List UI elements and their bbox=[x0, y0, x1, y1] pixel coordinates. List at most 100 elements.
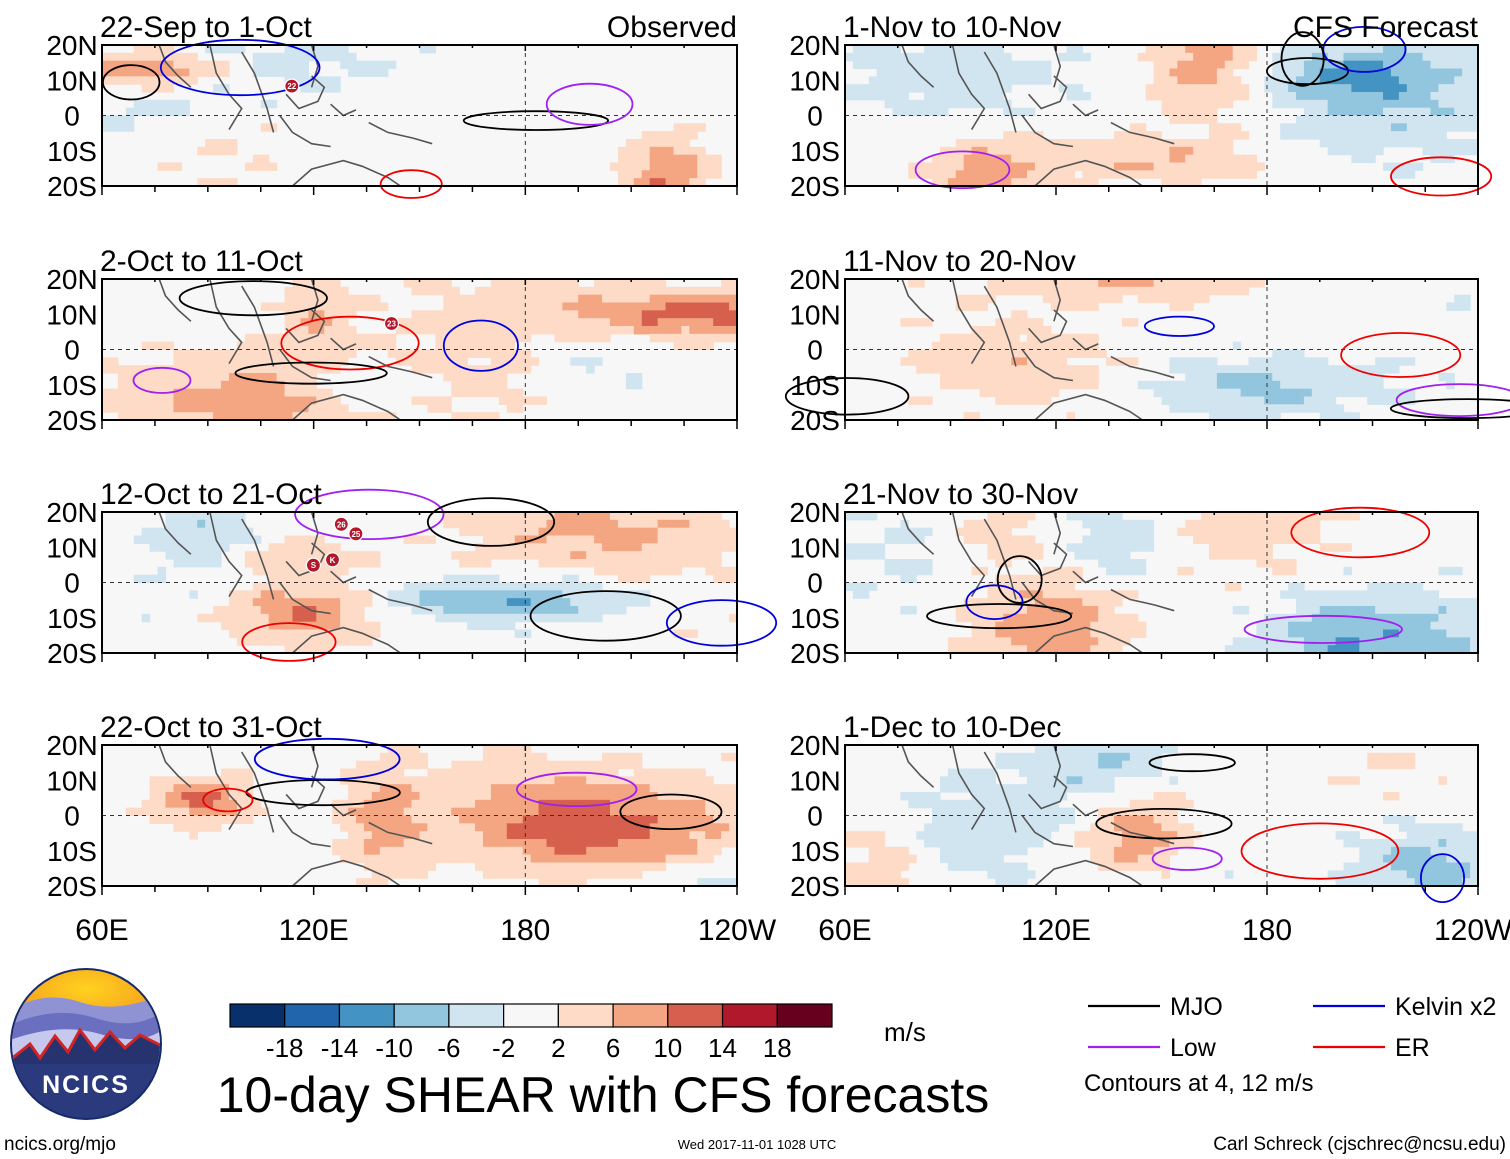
field-cell bbox=[1074, 146, 1083, 156]
field-cell bbox=[1224, 84, 1234, 93]
field-cell bbox=[649, 286, 659, 296]
field-cell bbox=[316, 318, 325, 327]
field-cell bbox=[1208, 52, 1218, 62]
field-cell bbox=[594, 776, 603, 785]
field-cell bbox=[1058, 373, 1068, 382]
field-cell bbox=[641, 854, 651, 864]
field-cell bbox=[649, 535, 659, 544]
field-cell bbox=[673, 318, 683, 327]
field-cell bbox=[625, 380, 635, 390]
field-cell bbox=[1383, 357, 1392, 366]
field-cell bbox=[221, 396, 230, 405]
field-cell bbox=[1137, 621, 1147, 631]
field-cell bbox=[1003, 574, 1012, 584]
field-cell bbox=[1114, 598, 1123, 607]
field-cell bbox=[490, 784, 500, 793]
field-cell bbox=[490, 519, 500, 529]
field-cell bbox=[189, 373, 198, 382]
field-cell bbox=[578, 551, 587, 560]
field-cell bbox=[149, 784, 159, 793]
field-cell bbox=[157, 396, 167, 405]
field-cell bbox=[939, 154, 949, 164]
field-cell bbox=[308, 404, 317, 413]
field-cell bbox=[1066, 637, 1076, 646]
field-cell bbox=[292, 60, 302, 70]
field-cell bbox=[562, 302, 571, 311]
field-cell bbox=[1319, 99, 1329, 109]
field-cell bbox=[348, 60, 357, 70]
field-cell bbox=[649, 784, 659, 793]
field-cell bbox=[1145, 519, 1155, 529]
field-cell bbox=[340, 807, 349, 817]
field-cell bbox=[1272, 519, 1281, 529]
field-cell bbox=[1296, 60, 1305, 70]
field-cell bbox=[1034, 380, 1044, 390]
field-cell bbox=[427, 590, 436, 599]
wave-contour bbox=[1395, 383, 1510, 417]
field-cell bbox=[602, 831, 611, 840]
field-cell bbox=[570, 613, 579, 623]
field-cell bbox=[1303, 68, 1313, 77]
field-cell bbox=[868, 52, 878, 62]
field-cell bbox=[332, 543, 341, 552]
field-cell bbox=[324, 302, 333, 311]
field-cell bbox=[475, 388, 484, 398]
field-cell bbox=[506, 831, 516, 840]
field-cell bbox=[340, 326, 349, 335]
field-cell bbox=[1208, 76, 1218, 85]
field-cell bbox=[689, 831, 698, 840]
field-cell bbox=[165, 45, 175, 54]
field-cell bbox=[324, 76, 333, 85]
field-cell bbox=[860, 543, 870, 552]
field-cell bbox=[1003, 146, 1012, 156]
field-cell bbox=[1121, 543, 1131, 552]
field-cell bbox=[332, 310, 341, 319]
field-cell bbox=[554, 582, 563, 591]
field-cell bbox=[641, 776, 651, 785]
field-cell bbox=[625, 527, 635, 537]
field-cell bbox=[1327, 45, 1337, 54]
field-cell bbox=[1066, 178, 1076, 187]
field-cell bbox=[356, 613, 365, 623]
field-cell bbox=[697, 839, 706, 848]
field-cell bbox=[673, 792, 683, 801]
field-cell bbox=[1034, 154, 1044, 164]
field-cell bbox=[1422, 146, 1432, 156]
field-cell bbox=[665, 310, 675, 319]
field-cell bbox=[419, 807, 429, 817]
field-cell bbox=[514, 279, 524, 288]
lat-tick-label: 10N bbox=[46, 765, 97, 796]
field-cell bbox=[1098, 139, 1107, 148]
field-cell bbox=[467, 559, 476, 568]
field-cell bbox=[602, 302, 611, 311]
field-cell bbox=[1367, 45, 1376, 54]
field-cell bbox=[554, 333, 563, 343]
field-cell bbox=[1121, 279, 1131, 288]
field-cell bbox=[324, 590, 333, 599]
field-cell bbox=[260, 606, 270, 615]
field-cell bbox=[1090, 606, 1099, 615]
field-cell bbox=[173, 412, 182, 421]
field-cell bbox=[665, 807, 675, 817]
field-cell bbox=[1343, 123, 1352, 132]
field-cell bbox=[411, 760, 421, 770]
field-cell bbox=[435, 349, 444, 358]
coastline-segment bbox=[291, 393, 401, 421]
field-cell bbox=[1406, 645, 1416, 654]
field-cell bbox=[348, 831, 357, 840]
field-cell bbox=[1208, 115, 1218, 124]
coastline-segment bbox=[368, 588, 433, 612]
field-cell bbox=[1430, 629, 1440, 638]
field-cell bbox=[955, 645, 965, 654]
field-cell bbox=[1074, 279, 1083, 288]
field-cell bbox=[181, 404, 190, 413]
field-cell bbox=[292, 357, 302, 366]
field-cell bbox=[979, 629, 989, 638]
field-cell bbox=[1201, 99, 1210, 109]
field-cell bbox=[236, 807, 246, 817]
field-cell bbox=[213, 380, 222, 390]
field-cell bbox=[1414, 68, 1424, 77]
field-cell bbox=[1011, 349, 1020, 358]
field-cell bbox=[133, 535, 143, 544]
